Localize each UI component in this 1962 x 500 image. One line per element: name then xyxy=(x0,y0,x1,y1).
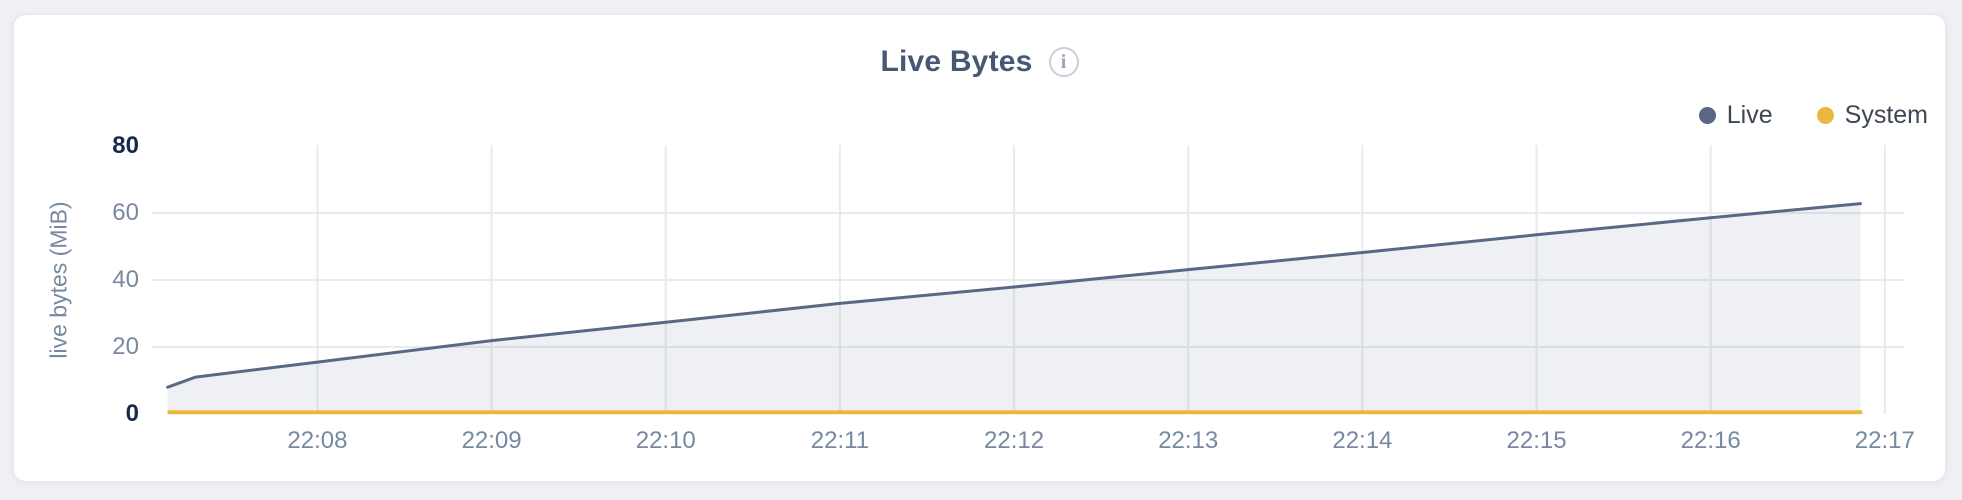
x-tick-22:08: 22:08 xyxy=(287,427,348,454)
info-icon[interactable]: i xyxy=(1048,47,1079,77)
x-tick-22:16: 22:16 xyxy=(1680,427,1741,454)
x-tick-22:17: 22:17 xyxy=(1854,427,1915,454)
y-tick-80: 80 xyxy=(112,132,139,159)
x-tick-22:15: 22:15 xyxy=(1506,427,1567,454)
series-area-live xyxy=(167,203,1861,414)
chart-title: Live Bytes xyxy=(880,45,1033,78)
x-tick-22:09: 22:09 xyxy=(461,427,522,454)
series-line-live xyxy=(166,202,1862,389)
x-tick-22:12: 22:12 xyxy=(984,427,1045,454)
chart-plot-area[interactable] xyxy=(14,15,1949,485)
legend-item-live[interactable]: Live xyxy=(1698,101,1773,130)
legend-dot-system xyxy=(1816,107,1834,124)
x-tick-22:11: 22:11 xyxy=(810,427,870,454)
x-tick-22:13: 22:13 xyxy=(1158,427,1219,454)
x-tick-22:10: 22:10 xyxy=(635,427,696,454)
live-bytes-chart-card: Live Bytes i Live System live bytes (MiB… xyxy=(12,13,1947,483)
chart-header: Live Bytes i xyxy=(14,45,1945,79)
x-tick-22:14: 22:14 xyxy=(1332,427,1393,454)
legend-label-live: Live xyxy=(1726,101,1773,129)
y-tick-20: 20 xyxy=(112,333,139,360)
legend: Live System xyxy=(1698,101,1928,130)
y-tick-60: 60 xyxy=(112,199,139,226)
y-tick-0: 0 xyxy=(125,400,139,427)
legend-label-system: System xyxy=(1844,101,1928,129)
y-tick-40: 40 xyxy=(112,266,139,293)
legend-dot-live xyxy=(1698,107,1716,124)
legend-item-system[interactable]: System xyxy=(1816,101,1928,130)
